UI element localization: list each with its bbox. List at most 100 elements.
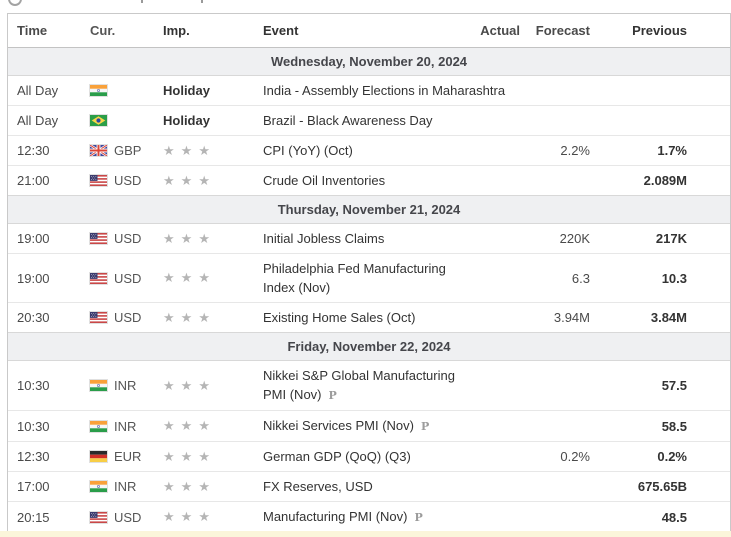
clipped-attribution-row — [0, 0, 731, 13]
event-previous: 3.84M — [650, 310, 687, 325]
event-name[interactable]: Existing Home Sales (Oct) — [263, 310, 416, 325]
event-name[interactable]: German GDP (QoQ) (Q3) — [263, 449, 411, 464]
event-importance: ★ ★ ★ — [163, 143, 263, 159]
flag-us-icon — [90, 233, 107, 244]
flag-india-icon — [90, 420, 107, 432]
clipped-text-fragment — [201, 0, 203, 3]
flag-us-icon — [90, 511, 107, 523]
event-time: All Day — [17, 83, 59, 98]
event-time: 12:30 — [17, 449, 50, 464]
event-row[interactable]: 21:00 USD ★ ★ ★ Crude Oil Inventories 2.08… — [8, 165, 730, 195]
importance-star-icon: ★ — [163, 309, 175, 325]
holiday-label: Holiday — [163, 83, 210, 98]
event-currency-cell: GBP — [90, 143, 163, 158]
importance-star-icon: ★ — [180, 230, 193, 246]
importance-star-icon: ★ — [180, 418, 193, 433]
importance-star-icon: ★ — [198, 309, 210, 325]
event-previous: 10.3 — [661, 270, 687, 286]
flag-uk-icon — [90, 145, 107, 156]
event-row[interactable]: 10:30 INR ★ ★ ★ Nikkei Services PMI (Nov) P… — [8, 410, 730, 441]
event-name[interactable]: Brazil - Black Awareness Day — [263, 113, 433, 128]
importance-star-icon: ★ — [180, 377, 193, 393]
event-importance: ★ ★ ★ — [163, 509, 263, 525]
importance-star-icon: ★ — [198, 509, 210, 524]
event-importance: ★ ★ ★ — [163, 270, 263, 286]
event-row[interactable]: 12:30 GBP ★ ★ ★ CPI (YoY) (Oct) 2.2% 1.7% — [8, 135, 730, 165]
event-name[interactable]: Initial Jobless Claims — [263, 231, 385, 246]
event-row[interactable]: All Day Holiday India - Assembly Electio… — [8, 76, 730, 105]
importance-star-icon: ★ — [163, 230, 175, 246]
event-name[interactable]: Philadelphia Fed Manufacturing Index (No… — [263, 261, 446, 295]
importance-star-icon: ★ — [180, 172, 193, 188]
col-header-forecast: Forecast — [535, 23, 590, 38]
event-time: 19:00 — [17, 270, 50, 286]
event-previous: 675.65B — [637, 479, 687, 494]
event-row[interactable]: 20:15 USD ★ ★ ★ Manufacturing PMI (Nov) P 4… — [8, 501, 730, 532]
event-name[interactable]: Nikkei Services PMI (Nov) P — [263, 418, 430, 433]
clipped-clock-icon — [8, 0, 22, 6]
currency-code: EUR — [114, 449, 142, 464]
event-name[interactable]: Nikkei S&P Global Manufacturing PMI (Nov… — [263, 368, 455, 402]
event-time: 21:00 — [17, 173, 50, 188]
event-row[interactable]: 17:00 INR ★ ★ ★ FX Reserves, USD 675.65B — [8, 471, 730, 501]
event-name[interactable]: FX Reserves, USD — [263, 479, 373, 494]
event-name[interactable]: Manufacturing PMI (Nov) P — [263, 509, 423, 524]
event-previous: 0.2% — [657, 449, 687, 464]
currency-code: USD — [114, 509, 142, 525]
event-forecast: 0.2% — [560, 449, 590, 464]
currency-code: INR — [114, 378, 137, 393]
event-time: 19:00 — [17, 231, 50, 246]
currency-code: USD — [114, 310, 142, 325]
col-header-currency: Cur. — [90, 23, 116, 38]
event-row[interactable]: 12:30 EUR ★ ★ ★ German GDP (QoQ) (Q3) 0.2%… — [8, 441, 730, 471]
importance-star-icon: ★ — [180, 309, 193, 325]
event-currency-cell: USD — [90, 510, 163, 525]
event-time: 12:30 — [17, 143, 50, 158]
event-importance: ★ ★ ★ — [163, 479, 263, 495]
event-row[interactable]: All Day Holiday Brazil - Black Awareness… — [8, 105, 730, 135]
importance-star-icon: ★ — [163, 418, 175, 433]
event-time: 10:30 — [17, 378, 50, 393]
importance-star-icon: ★ — [180, 270, 193, 285]
event-row[interactable]: 19:00 USD ★ ★ ★ Philadelphia Fed Manufactu… — [8, 253, 730, 302]
currency-code: USD — [114, 173, 142, 188]
event-currency-cell: EUR — [90, 449, 163, 464]
event-previous: 57.5 — [661, 378, 687, 393]
event-currency-cell: USD — [90, 231, 163, 246]
flag-us-icon — [90, 272, 107, 284]
event-currency-cell — [90, 115, 163, 126]
holiday-label: Holiday — [163, 113, 210, 128]
event-currency-cell: USD — [90, 310, 163, 325]
importance-star-icon: ★ — [198, 230, 210, 246]
clipped-text-fragment — [141, 0, 143, 3]
importance-star-icon: ★ — [163, 142, 175, 158]
event-row[interactable]: 19:00 USD ★ ★ ★ Initial Jobless Claims 220… — [8, 224, 730, 253]
col-header-actual: Actual — [480, 23, 520, 38]
event-previous: 58.5 — [661, 418, 687, 434]
event-importance: ★ ★ ★ — [163, 310, 263, 326]
event-time: 20:30 — [17, 310, 50, 325]
bottom-highlight-strip — [0, 531, 731, 537]
event-name[interactable]: India - Assembly Elections in Maharashtr… — [263, 83, 506, 98]
event-importance: ★ ★ ★ — [163, 173, 263, 189]
event-name[interactable]: CPI (YoY) (Oct) — [263, 143, 353, 158]
economic-calendar-table: Time Cur. Imp. Event Actual Forecast Pre… — [7, 13, 731, 537]
col-header-importance: Imp. — [163, 23, 190, 38]
preliminary-marker: P — [414, 511, 423, 524]
currency-code: INR — [114, 479, 137, 494]
importance-star-icon: ★ — [198, 172, 210, 188]
flag-germany-icon — [90, 451, 107, 462]
event-time: 20:15 — [17, 509, 50, 525]
event-currency-cell: INR — [90, 378, 163, 393]
event-row[interactable]: 10:30 INR ★ ★ ★ Nikkei S&P Global Manufact… — [8, 361, 730, 410]
importance-star-icon: ★ — [180, 509, 193, 524]
event-row[interactable]: 20:30 USD ★ ★ ★ Existing Home Sales (Oct) … — [8, 302, 730, 332]
flag-us-icon — [90, 312, 107, 323]
event-forecast: 220K — [559, 231, 590, 246]
importance-star-icon: ★ — [198, 142, 210, 158]
event-currency-cell — [90, 85, 163, 96]
currency-code: INR — [114, 418, 137, 434]
event-time: 17:00 — [17, 479, 50, 494]
event-name[interactable]: Crude Oil Inventories — [263, 173, 386, 188]
importance-star-icon: ★ — [180, 142, 193, 158]
